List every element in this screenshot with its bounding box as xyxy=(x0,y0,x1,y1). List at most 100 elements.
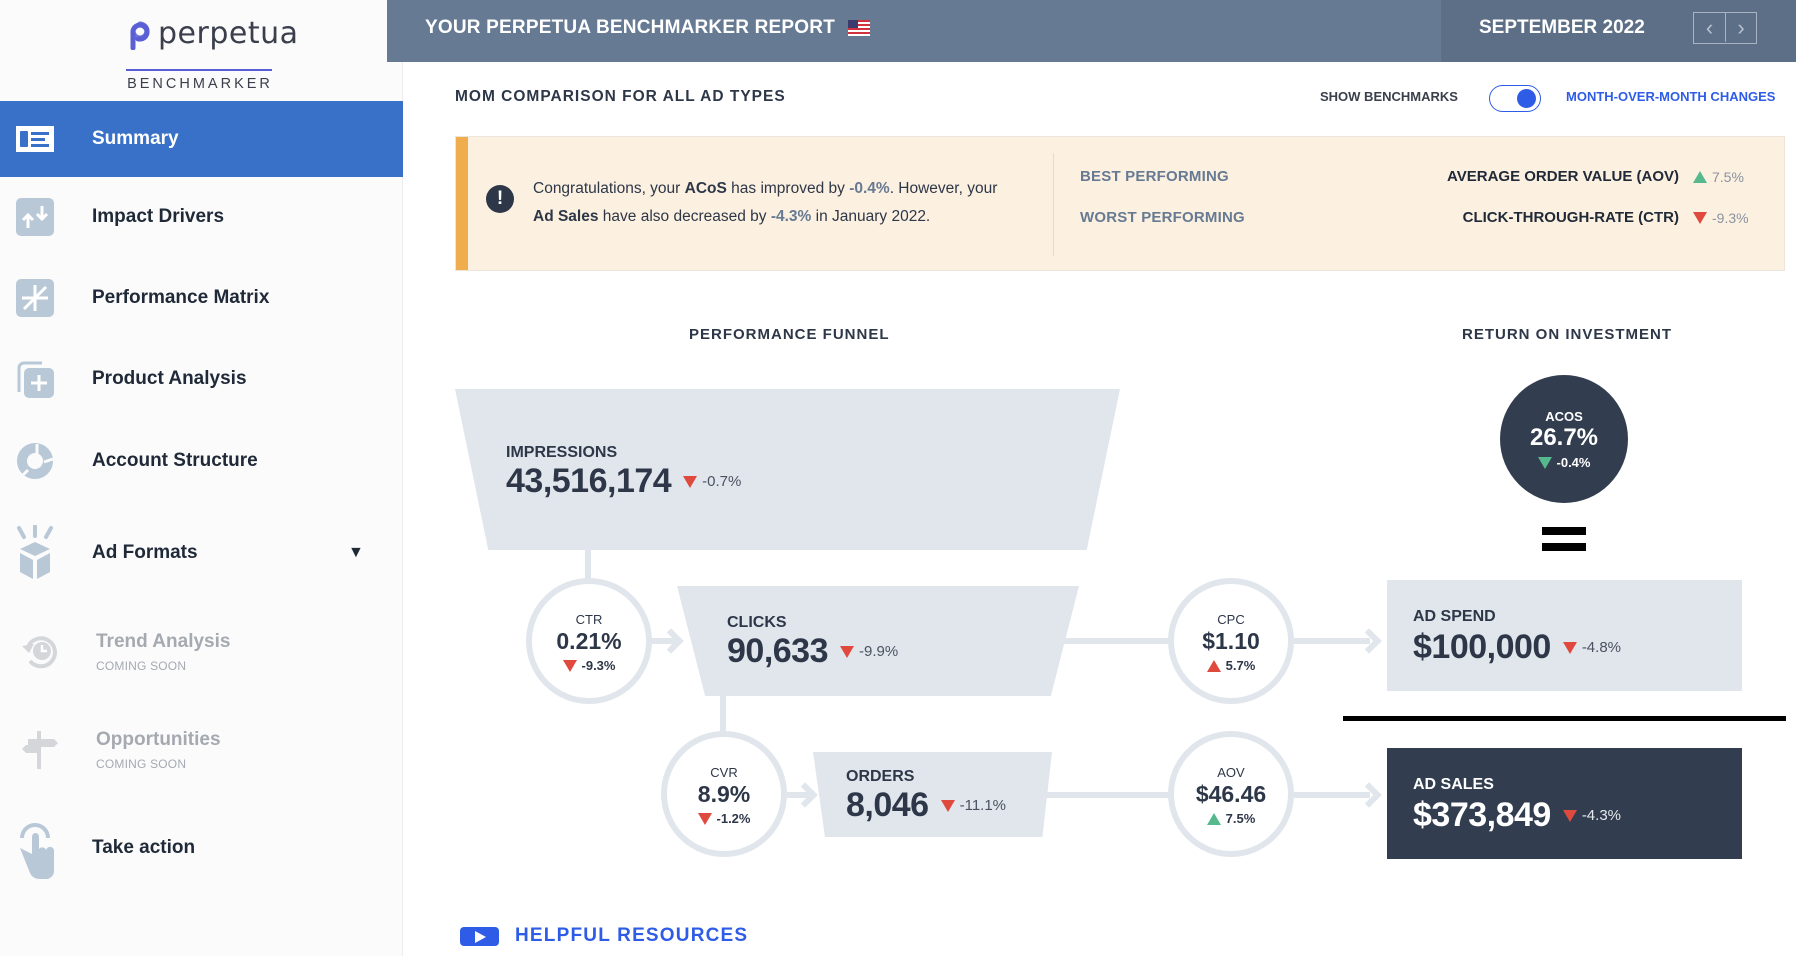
exclamation-icon: ! xyxy=(486,185,514,213)
ctr-metric[interactable]: CTR 0.21% -9.3% xyxy=(526,578,652,704)
helpful-resources-link[interactable]: HELPFUL RESOURCES xyxy=(460,925,748,947)
report-month: SEPTEMBER 2022 xyxy=(1479,17,1645,38)
down-arrow-icon xyxy=(683,475,698,488)
sidebar-item-label: Performance Matrix xyxy=(92,287,270,308)
cpc-metric[interactable]: CPC $1.10 5.7% xyxy=(1168,578,1294,704)
perpetua-logo-icon xyxy=(130,21,150,50)
cpc-delta: 5.7% xyxy=(1174,658,1288,673)
funnel-connector xyxy=(720,695,726,733)
report-period: SEPTEMBER 2022 ‹ › xyxy=(1441,0,1796,62)
sidebar-item-account-structure[interactable]: Account Structure xyxy=(0,423,403,499)
down-arrow-icon xyxy=(1693,212,1707,224)
logo-wordmark: perpetua xyxy=(158,16,299,51)
insight-message: Congratulations, your ACoS has improved … xyxy=(533,180,998,225)
down-arrow-icon xyxy=(1537,456,1552,469)
sidebar-item-label: Product Analysis xyxy=(92,368,247,389)
sidebar-item-summary[interactable]: Summary xyxy=(0,101,403,177)
us-flag-icon xyxy=(848,20,870,36)
banner-accent-bar xyxy=(456,137,468,270)
chevron-down-icon[interactable]: ▼ xyxy=(348,544,364,561)
ad-sales-card[interactable]: AD SALES $373,849 -4.3% xyxy=(1387,748,1742,859)
sidebar-item-product-analysis[interactable]: Product Analysis xyxy=(0,341,403,417)
coming-soon-label: COMING SOON xyxy=(96,659,187,673)
sidebar-item-label: Ad Formats xyxy=(92,542,198,563)
funnel-connector xyxy=(1294,638,1370,644)
cpc-label: CPC xyxy=(1217,612,1245,627)
best-performing-delta: 7.5% xyxy=(1693,169,1744,185)
sidebar-item-performance-matrix[interactable]: Performance Matrix xyxy=(0,260,403,336)
sidebar-item-ad-formats[interactable]: Ad Formats ▼ xyxy=(0,515,403,591)
aov-delta: 7.5% xyxy=(1174,811,1288,826)
clicks-stage[interactable] xyxy=(677,586,1079,696)
perpetua-logo[interactable]: perpetua BENCHMARKER xyxy=(124,16,298,92)
funnel-connector xyxy=(585,549,591,589)
impressions-stage[interactable] xyxy=(455,389,1120,550)
down-arrow-icon xyxy=(840,645,854,658)
roi-title: RETURN ON INVESTMENT xyxy=(1462,326,1673,343)
next-month-button[interactable]: › xyxy=(1724,13,1756,42)
orders-stage[interactable] xyxy=(813,752,1052,837)
ad-sales-value: $373,849 -4.3% xyxy=(1413,796,1621,834)
previous-month-button[interactable]: ‹ xyxy=(1694,13,1725,42)
up-arrow-icon xyxy=(1206,659,1221,672)
orders-label: ORDERS xyxy=(846,768,915,785)
down-arrow-icon xyxy=(940,799,955,812)
ad-spend-card[interactable]: AD SPEND $100,000 -4.8% xyxy=(1387,580,1742,691)
down-arrow-icon xyxy=(1562,641,1577,654)
sidebar-item-label: Impact Drivers xyxy=(92,206,225,227)
funnel-connector xyxy=(1060,638,1170,644)
arrows-in-out-icon xyxy=(16,198,54,236)
acos-metric[interactable]: ACOS 26.7% -0.4% xyxy=(1500,375,1628,503)
arrow-right-icon xyxy=(792,782,818,808)
asterisk-matrix-icon xyxy=(16,279,54,317)
down-arrow-icon xyxy=(1562,809,1577,822)
ctr-label: CTR xyxy=(575,612,603,627)
show-benchmarks-label: SHOW BENCHMARKS xyxy=(1320,89,1458,104)
aov-value: $46.46 xyxy=(1195,781,1267,807)
acos-value: 26.7% xyxy=(1529,424,1599,451)
ad-spend-label: AD SPEND xyxy=(1413,608,1496,625)
funnel-connector xyxy=(1294,792,1370,798)
cpc-value: $1.10 xyxy=(1202,628,1260,654)
sidebar-item-impact-drivers[interactable]: Impact Drivers xyxy=(0,179,403,255)
acos-label: ACOS xyxy=(1545,409,1583,424)
gift-box-icon xyxy=(17,525,53,579)
sidebar-item-take-action[interactable]: Take action xyxy=(0,810,403,886)
cvr-label: CVR xyxy=(710,765,738,780)
cvr-value: 8.9% xyxy=(697,781,751,807)
worst-performing-label: WORST PERFORMING xyxy=(1080,209,1245,226)
arrow-right-icon xyxy=(1356,628,1382,654)
cvr-metric[interactable]: CVR 8.9% -1.2% xyxy=(661,731,787,857)
ad-sales-label: AD SALES xyxy=(1413,776,1494,793)
show-benchmarks-toggle[interactable] xyxy=(1489,85,1541,112)
funnel-connector xyxy=(787,792,809,798)
month-over-month-link[interactable]: MONTH-OVER-MONTH CHANGES xyxy=(1566,89,1776,104)
helpful-resources-label: HELPFUL RESOURCES xyxy=(515,925,749,946)
report-header: YOUR PERPETUA BENCHMARKER REPORT SEPTEMB… xyxy=(387,0,1796,62)
section-title: MOM COMPARISON FOR ALL AD TYPES xyxy=(455,88,786,105)
insight-banner: ! Congratulations, your ACoS has improve… xyxy=(455,136,1785,271)
sidebar-item-trend-analysis: Trend Analysis COMING SOON xyxy=(0,613,403,689)
aov-metric[interactable]: AOV $46.46 7.5% xyxy=(1168,731,1294,857)
arrow-right-icon xyxy=(1356,782,1382,808)
funnel-connector xyxy=(651,638,675,644)
sidebar-item-opportunities: Opportunities COMING SOON xyxy=(0,711,403,787)
down-arrow-icon xyxy=(562,659,577,672)
clicks-value: 90,633 -9.9% xyxy=(727,632,899,670)
sidebar: perpetua BENCHMARKER Summary Impact Driv… xyxy=(0,0,403,956)
logo-product-name: BENCHMARKER xyxy=(127,76,273,92)
toggle-knob xyxy=(1517,89,1536,108)
sidebar-item-label: Summary xyxy=(92,128,179,149)
acos-delta: -0.4% xyxy=(1500,455,1628,470)
worst-performing-metric: CLICK-THROUGH-RATE (CTR) xyxy=(1462,209,1679,226)
ad-spend-value: $100,000 -4.8% xyxy=(1413,628,1621,666)
signpost-icon xyxy=(22,731,58,769)
month-pager: ‹ › xyxy=(1693,12,1757,44)
ctr-delta: -9.3% xyxy=(532,658,646,673)
equals-sign-icon xyxy=(1542,527,1586,535)
up-arrow-icon xyxy=(1206,812,1221,825)
equals-sign-icon xyxy=(1542,543,1586,551)
banner-divider xyxy=(1053,153,1054,256)
sidebar-item-label: Account Structure xyxy=(92,450,258,471)
donut-chart-icon xyxy=(17,443,54,479)
